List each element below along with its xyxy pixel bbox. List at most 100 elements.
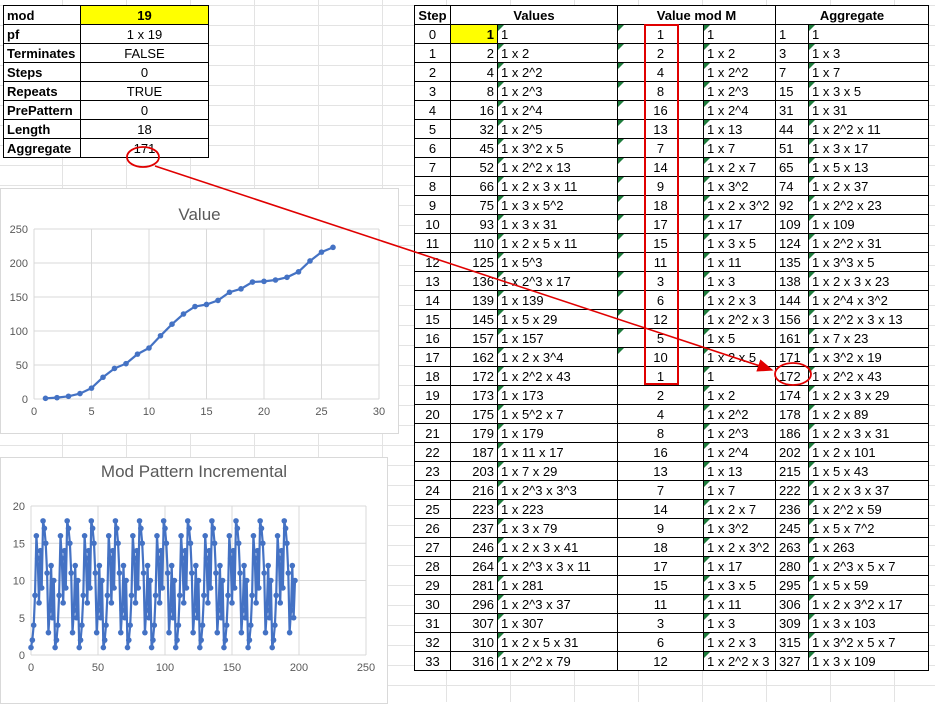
aggregate-factor-cell[interactable]: 1 x 3 x 5 bbox=[808, 81, 929, 101]
mod-factor-cell[interactable]: 1 x 2 bbox=[703, 43, 776, 63]
value-factor-cell[interactable]: 1 x 2^4 bbox=[497, 100, 618, 120]
step-cell[interactable]: 17 bbox=[414, 347, 451, 367]
aggregate-factor-cell[interactable]: 1 x 2^2 x 11 bbox=[808, 119, 929, 139]
value-cell[interactable]: 172 bbox=[450, 366, 498, 386]
aggregate-factor-cell[interactable]: 1 x 2 x 101 bbox=[808, 442, 929, 462]
header-aggregate[interactable]: Aggregate bbox=[775, 5, 929, 25]
mod-factor-cell[interactable]: 1 x 2^3 bbox=[703, 423, 776, 443]
mod-cell[interactable]: 2 bbox=[617, 43, 704, 63]
step-cell[interactable]: 3 bbox=[414, 81, 451, 101]
aggregate-cell[interactable]: 172 bbox=[775, 366, 809, 386]
mod-factor-cell[interactable]: 1 x 5 bbox=[703, 328, 776, 348]
mod-factor-cell[interactable]: 1 x 2 x 3 bbox=[703, 290, 776, 310]
value-cell[interactable]: 8 bbox=[450, 81, 498, 101]
value-cell[interactable]: 52 bbox=[450, 157, 498, 177]
mod-factor-cell[interactable]: 1 x 13 bbox=[703, 461, 776, 481]
value-cell[interactable]: 136 bbox=[450, 271, 498, 291]
step-cell[interactable]: 1 bbox=[414, 43, 451, 63]
mod-factor-cell[interactable]: 1 x 2^4 bbox=[703, 100, 776, 120]
mod-factor-cell[interactable]: 1 x 3^2 bbox=[703, 518, 776, 538]
value-cell[interactable]: 310 bbox=[450, 632, 498, 652]
mod-factor-cell[interactable]: 1 x 2 bbox=[703, 385, 776, 405]
step-cell[interactable]: 18 bbox=[414, 366, 451, 386]
header-values[interactable]: Values bbox=[450, 5, 618, 25]
mod-cell[interactable]: 13 bbox=[617, 461, 704, 481]
param-value[interactable]: 18 bbox=[80, 119, 209, 139]
value-factor-cell[interactable]: 1 x 2 x 3 x 41 bbox=[497, 537, 618, 557]
mod-factor-cell[interactable]: 1 x 3 bbox=[703, 613, 776, 633]
value-factor-cell[interactable]: 1 x 2^3 x 37 bbox=[497, 594, 618, 614]
param-value[interactable]: 19 bbox=[80, 5, 209, 25]
mod-factor-cell[interactable]: 1 x 7 bbox=[703, 138, 776, 158]
aggregate-factor-cell[interactable]: 1 x 5 x 13 bbox=[808, 157, 929, 177]
value-cell[interactable]: 4 bbox=[450, 62, 498, 82]
mod-factor-cell[interactable]: 1 x 13 bbox=[703, 119, 776, 139]
mod-cell[interactable]: 8 bbox=[617, 81, 704, 101]
param-key[interactable]: mod bbox=[3, 5, 81, 25]
value-factor-cell[interactable]: 1 x 179 bbox=[497, 423, 618, 443]
mod-cell[interactable]: 11 bbox=[617, 594, 704, 614]
value-factor-cell[interactable]: 1 x 2 bbox=[497, 43, 618, 63]
mod-factor-cell[interactable]: 1 x 2^2 x 3 bbox=[703, 651, 776, 671]
aggregate-cell[interactable]: 15 bbox=[775, 81, 809, 101]
mod-factor-cell[interactable]: 1 x 2^2 bbox=[703, 404, 776, 424]
aggregate-factor-cell[interactable]: 1 x 2 x 3 x 31 bbox=[808, 423, 929, 443]
aggregate-cell[interactable]: 161 bbox=[775, 328, 809, 348]
step-cell[interactable]: 15 bbox=[414, 309, 451, 329]
aggregate-factor-cell[interactable]: 1 x 5 x 43 bbox=[808, 461, 929, 481]
value-cell[interactable]: 316 bbox=[450, 651, 498, 671]
mod-factor-cell[interactable]: 1 x 11 bbox=[703, 252, 776, 272]
value-cell[interactable]: 45 bbox=[450, 138, 498, 158]
step-cell[interactable]: 29 bbox=[414, 575, 451, 595]
value-factor-cell[interactable]: 1 bbox=[497, 24, 618, 44]
aggregate-cell[interactable]: 65 bbox=[775, 157, 809, 177]
value-cell[interactable]: 125 bbox=[450, 252, 498, 272]
mod-factor-cell[interactable]: 1 x 3^2 bbox=[703, 176, 776, 196]
value-cell[interactable]: 110 bbox=[450, 233, 498, 253]
value-cell[interactable]: 179 bbox=[450, 423, 498, 443]
step-cell[interactable]: 0 bbox=[414, 24, 451, 44]
aggregate-factor-cell[interactable]: 1 x 2 x 3 x 23 bbox=[808, 271, 929, 291]
value-factor-cell[interactable]: 1 x 2 x 3^4 bbox=[497, 347, 618, 367]
mod-cell[interactable]: 13 bbox=[617, 119, 704, 139]
aggregate-factor-cell[interactable]: 1 x 2 x 37 bbox=[808, 176, 929, 196]
mod-cell[interactable]: 14 bbox=[617, 157, 704, 177]
aggregate-cell[interactable]: 174 bbox=[775, 385, 809, 405]
mod-factor-cell[interactable]: 1 x 3 x 5 bbox=[703, 233, 776, 253]
aggregate-cell[interactable]: 171 bbox=[775, 347, 809, 367]
aggregate-cell[interactable]: 280 bbox=[775, 556, 809, 576]
mod-cell[interactable]: 18 bbox=[617, 537, 704, 557]
value-cell[interactable]: 223 bbox=[450, 499, 498, 519]
value-factor-cell[interactable]: 1 x 2^3 x 3 x 11 bbox=[497, 556, 618, 576]
param-value[interactable]: TRUE bbox=[80, 81, 209, 101]
step-cell[interactable]: 7 bbox=[414, 157, 451, 177]
aggregate-factor-cell[interactable]: 1 x 3 x 109 bbox=[808, 651, 929, 671]
mod-cell[interactable]: 1 bbox=[617, 366, 704, 386]
aggregate-cell[interactable]: 295 bbox=[775, 575, 809, 595]
mod-factor-cell[interactable]: 1 x 17 bbox=[703, 214, 776, 234]
step-cell[interactable]: 8 bbox=[414, 176, 451, 196]
aggregate-cell[interactable]: 124 bbox=[775, 233, 809, 253]
step-cell[interactable]: 26 bbox=[414, 518, 451, 538]
step-cell[interactable]: 22 bbox=[414, 442, 451, 462]
aggregate-factor-cell[interactable]: 1 x 2^2 x 59 bbox=[808, 499, 929, 519]
aggregate-factor-cell[interactable]: 1 x 7 x 23 bbox=[808, 328, 929, 348]
value-cell[interactable]: 157 bbox=[450, 328, 498, 348]
value-factor-cell[interactable]: 1 x 307 bbox=[497, 613, 618, 633]
mod-cell[interactable]: 17 bbox=[617, 214, 704, 234]
aggregate-factor-cell[interactable]: 1 x 2 x 3^2 x 17 bbox=[808, 594, 929, 614]
aggregate-cell[interactable]: 178 bbox=[775, 404, 809, 424]
mod-factor-cell[interactable]: 1 x 2 x 5 bbox=[703, 347, 776, 367]
aggregate-factor-cell[interactable]: 1 x 3 x 17 bbox=[808, 138, 929, 158]
mod-factor-cell[interactable]: 1 x 3 x 5 bbox=[703, 575, 776, 595]
value-cell[interactable]: 32 bbox=[450, 119, 498, 139]
aggregate-cell[interactable]: 144 bbox=[775, 290, 809, 310]
mod-cell[interactable]: 2 bbox=[617, 385, 704, 405]
param-value[interactable]: 0 bbox=[80, 100, 209, 120]
step-cell[interactable]: 27 bbox=[414, 537, 451, 557]
mod-cell[interactable]: 8 bbox=[617, 423, 704, 443]
mod-cell[interactable]: 12 bbox=[617, 651, 704, 671]
aggregate-factor-cell[interactable]: 1 x 2 x 3 x 37 bbox=[808, 480, 929, 500]
mod-factor-cell[interactable]: 1 x 11 bbox=[703, 594, 776, 614]
mod-factor-cell[interactable]: 1 bbox=[703, 24, 776, 44]
